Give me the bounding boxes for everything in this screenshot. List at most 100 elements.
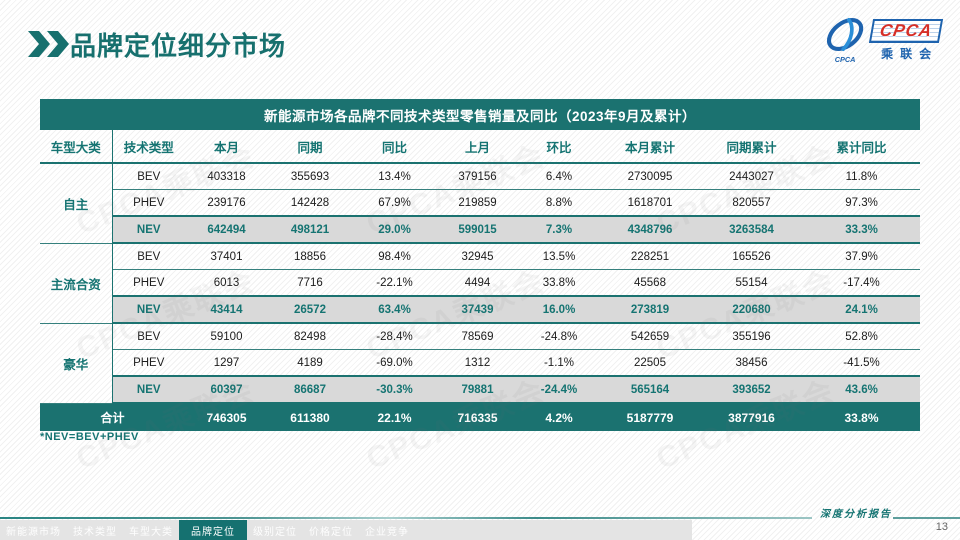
data-cell: 33.3% bbox=[803, 215, 921, 244]
nav-tab-segment-positioning[interactable]: 级别定位 bbox=[253, 526, 297, 538]
data-cell: 13.5% bbox=[518, 243, 600, 270]
column-header-row: 车型大类 技术类型 本月 同期 同比 上月 环比 本月累计 同期累计 累计同比 bbox=[40, 130, 921, 164]
data-cell: 7716 bbox=[268, 269, 352, 297]
table-row: PHEV 1297 4189 -69.0% 1312 -1.1% 22505 38456 -41… bbox=[40, 349, 921, 377]
nev-sales-table-wrap: 新能源市场各品牌不同技术类型零售销量及同比（2023年9月及累计） 车型大类 技术… bbox=[40, 99, 921, 431]
data-cell: 228251 bbox=[600, 243, 700, 270]
group-label: 主流合资 bbox=[40, 243, 113, 324]
data-cell: 142428 bbox=[268, 189, 352, 217]
data-cell: -1.1% bbox=[518, 349, 600, 377]
data-cell: 37401 bbox=[185, 243, 268, 270]
data-cell: 78569 bbox=[437, 323, 518, 350]
data-cell: 165526 bbox=[700, 243, 803, 270]
data-cell: 33.8% bbox=[518, 269, 600, 297]
column-header: 同期 bbox=[268, 130, 352, 164]
tech-type-cell: NEV bbox=[112, 215, 185, 244]
data-cell: 67.9% bbox=[352, 189, 437, 217]
table-row: NEV 642494 498121 29.0% 599015 7.3% 4348796 326… bbox=[40, 215, 921, 244]
footnote: *NEV=BEV+PHEV bbox=[40, 431, 139, 443]
cpca-logo: CPCA CPCA 乘联会 bbox=[824, 12, 944, 68]
table-title-row: 新能源市场各品牌不同技术类型零售销量及同比（2023年9月及累计） bbox=[40, 99, 921, 130]
total-cell: 5187779 bbox=[600, 403, 700, 431]
data-cell: -41.5% bbox=[803, 349, 921, 377]
data-cell: -28.4% bbox=[352, 323, 437, 350]
data-cell: 82498 bbox=[268, 323, 352, 350]
data-cell: -69.0% bbox=[352, 349, 437, 377]
table-row: 自主 BEV 403318 355693 13.4% 379156 6.4% 2730095 2… bbox=[40, 163, 921, 244]
data-cell: 37439 bbox=[437, 295, 518, 324]
cpca-acronym-box: CPCA bbox=[868, 18, 944, 43]
data-cell: 820557 bbox=[700, 189, 803, 217]
data-cell: 18856 bbox=[268, 243, 352, 270]
column-header: 车型大类 bbox=[40, 130, 113, 164]
table-title: 新能源市场各品牌不同技术类型零售销量及同比（2023年9月及累计） bbox=[40, 99, 921, 130]
column-header: 技术类型 bbox=[112, 130, 185, 164]
data-cell: 498121 bbox=[268, 215, 352, 244]
nav-tab-tech-type[interactable]: 技术类型 bbox=[73, 526, 117, 538]
tech-type-cell: BEV bbox=[112, 323, 185, 350]
column-header: 同期累计 bbox=[700, 130, 803, 164]
table-row: 主流合资 BEV 37401 18856 98.4% 32945 13.5% 228251 16… bbox=[40, 243, 921, 324]
data-cell: 599015 bbox=[437, 215, 518, 244]
nav-tab-new-energy-market[interactable]: 新能源市场 bbox=[6, 526, 61, 538]
data-cell: -24.4% bbox=[518, 375, 600, 404]
column-header: 累计同比 bbox=[803, 130, 921, 164]
footer-divider-line-right bbox=[893, 517, 960, 519]
cpca-acronym: CPCA bbox=[878, 20, 934, 40]
total-cell: 716335 bbox=[437, 403, 518, 431]
nav-tab-enterprise-competition[interactable]: 企业竞争 bbox=[365, 526, 409, 538]
data-cell: 4494 bbox=[437, 269, 518, 297]
nav-tab-price-positioning[interactable]: 价格定位 bbox=[309, 526, 353, 538]
page-title: 品牌定位细分市场 bbox=[70, 31, 287, 61]
tech-type-cell: NEV bbox=[112, 295, 185, 324]
emblem-caption: CPCA bbox=[835, 55, 856, 64]
data-cell: 239176 bbox=[185, 189, 268, 217]
data-cell: 8.8% bbox=[518, 189, 600, 217]
data-cell: 26572 bbox=[268, 295, 352, 324]
data-cell: 55154 bbox=[700, 269, 803, 297]
data-cell: 60397 bbox=[185, 375, 268, 404]
data-cell: 45568 bbox=[600, 269, 700, 297]
cpca-emblem-icon: CPCA bbox=[826, 17, 864, 64]
cpca-chinese-name: 乘联会 bbox=[881, 46, 939, 61]
column-header: 本月 bbox=[185, 130, 268, 164]
data-cell: -30.3% bbox=[352, 375, 437, 404]
tech-type-cell: PHEV bbox=[112, 349, 185, 377]
nav-tab-brand-positioning[interactable]: 品牌定位 bbox=[179, 520, 247, 540]
table-row: NEV 60397 86687 -30.3% 79881 -24.4% 565164 3936… bbox=[40, 375, 921, 404]
data-cell: 11.8% bbox=[803, 163, 921, 190]
table-row: NEV 43414 26572 63.4% 37439 16.0% 273819 220680… bbox=[40, 295, 921, 324]
data-cell: 43.6% bbox=[803, 375, 921, 404]
data-cell: 59100 bbox=[185, 323, 268, 350]
data-cell: 355196 bbox=[700, 323, 803, 350]
data-cell: 1297 bbox=[185, 349, 268, 377]
data-cell: 542659 bbox=[600, 323, 700, 350]
data-cell: 355693 bbox=[268, 163, 352, 190]
nev-sales-table: 新能源市场各品牌不同技术类型零售销量及同比（2023年9月及累计） 车型大类 技术… bbox=[40, 99, 921, 431]
data-cell: 4348796 bbox=[600, 215, 700, 244]
data-cell: -22.1% bbox=[352, 269, 437, 297]
data-cell: 86687 bbox=[268, 375, 352, 404]
data-cell: 2730095 bbox=[600, 163, 700, 190]
tech-type-cell: NEV bbox=[112, 375, 185, 404]
data-cell: 6013 bbox=[185, 269, 268, 297]
column-header: 同比 bbox=[352, 130, 437, 164]
total-cell: 3877916 bbox=[700, 403, 803, 431]
group-label: 豪华 bbox=[40, 323, 113, 404]
data-cell: 393652 bbox=[700, 375, 803, 404]
footer-divider-line bbox=[0, 517, 812, 519]
data-cell: 273819 bbox=[600, 295, 700, 324]
column-header: 环比 bbox=[518, 130, 600, 164]
data-cell: 13.4% bbox=[352, 163, 437, 190]
nav-tab-model-category[interactable]: 车型大类 bbox=[129, 526, 173, 538]
data-cell: 6.4% bbox=[518, 163, 600, 190]
total-cell: 22.1% bbox=[352, 403, 437, 431]
data-cell: 2443027 bbox=[700, 163, 803, 190]
data-cell: 1312 bbox=[437, 349, 518, 377]
total-row: 合计 746305 611380 22.1% 716335 4.2% 5187779 3877… bbox=[40, 403, 921, 431]
footer-report-label: 深度分析报告 bbox=[820, 509, 892, 520]
table-row: PHEV 6013 7716 -22.1% 4494 33.8% 45568 55154 -17… bbox=[40, 269, 921, 297]
bottom-nav: 新能源市场 技术类型 车型大类 品牌定位 级别定位 价格定位 企业竞争 bbox=[0, 520, 692, 540]
total-cell: 4.2% bbox=[518, 403, 600, 431]
data-cell: 29.0% bbox=[352, 215, 437, 244]
